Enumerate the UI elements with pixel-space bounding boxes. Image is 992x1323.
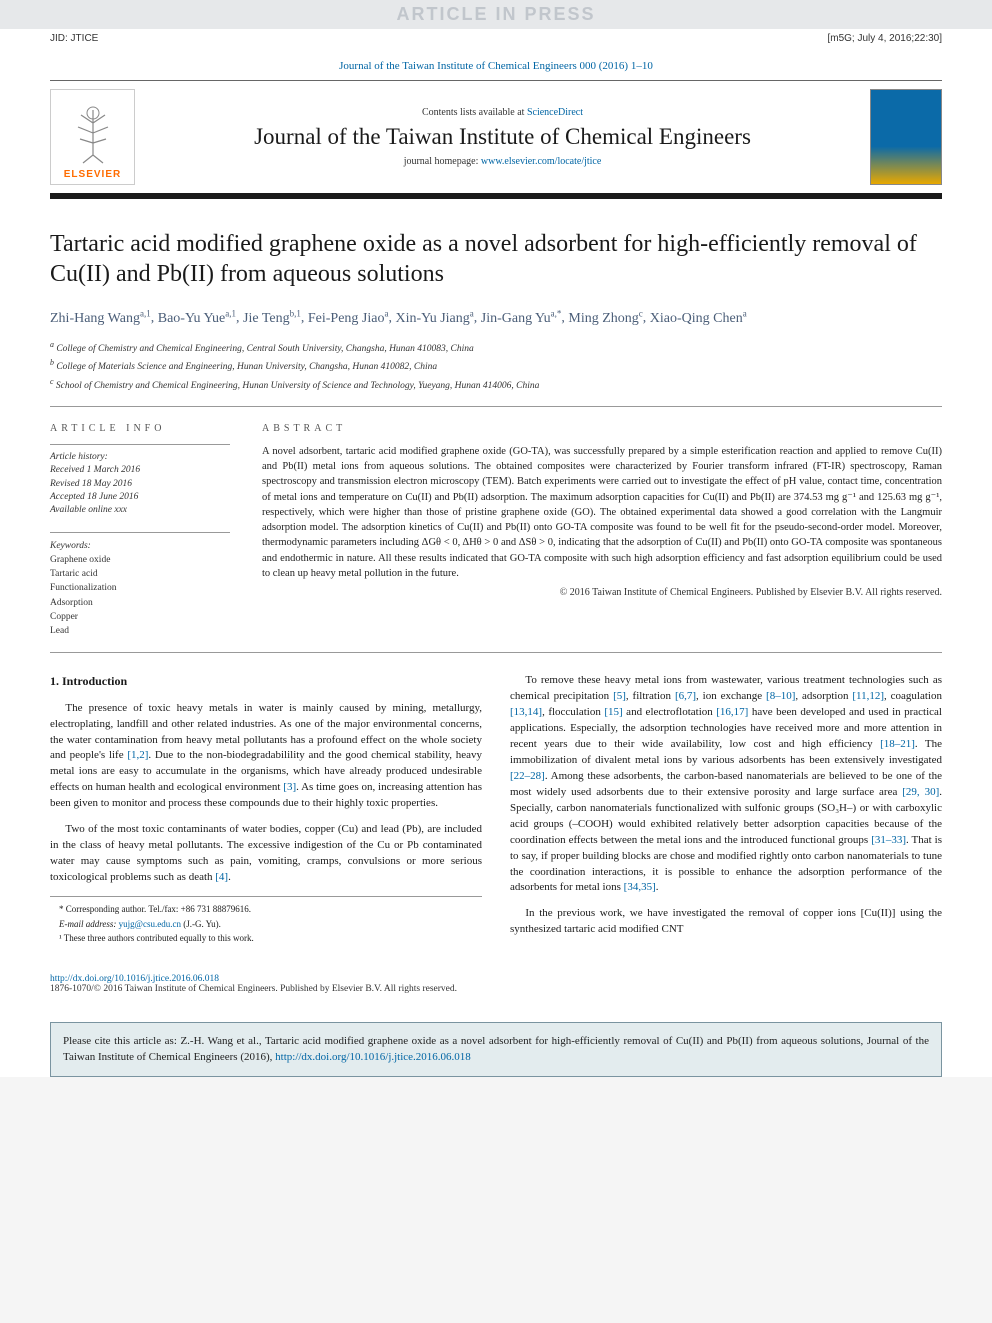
journal-cover-thumb[interactable] — [870, 89, 942, 185]
author-list: Zhi-Hang Wanga,1, Bao-Yu Yuea,1, Jie Ten… — [50, 307, 942, 329]
citation-doi-link[interactable]: http://dx.doi.org/10.1016/j.jtice.2016.0… — [275, 1051, 471, 1063]
keyword: Lead — [50, 624, 230, 638]
journal-title-masthead: Journal of the Taiwan Institute of Chemi… — [147, 124, 858, 150]
sciencedirect-link[interactable]: ScienceDirect — [527, 107, 583, 118]
jid-left: JID: JTICE — [50, 33, 98, 44]
page-footer: http://dx.doi.org/10.1016/j.jtice.2016.0… — [0, 964, 992, 1012]
keyword: Tartaric acid — [50, 567, 230, 581]
body-paragraph: To remove these heavy metal ions from wa… — [510, 673, 942, 896]
keywords-block: Keywords: Graphene oxide Tartaric acid F… — [50, 532, 230, 639]
journal-homepage-link[interactable]: www.elsevier.com/locate/jtice — [481, 156, 601, 167]
affiliation: a College of Chemistry and Chemical Engi… — [50, 339, 942, 356]
body-paragraph: Two of the most toxic contaminants of wa… — [50, 822, 482, 886]
citation-box: Please cite this article as: Z.-H. Wang … — [50, 1022, 942, 1077]
homepage-line: journal homepage: www.elsevier.com/locat… — [147, 156, 858, 167]
abstract-block: abstract A novel adsorbent, tartaric aci… — [262, 423, 942, 638]
author[interactable]: Zhi-Hang Wanga,1 — [50, 311, 151, 326]
keyword: Functionalization — [50, 581, 230, 595]
abstract-text: A novel adsorbent, tartaric acid modifie… — [262, 444, 942, 581]
intro-heading: 1. Introduction — [50, 673, 482, 690]
article-info-block: article info Article history: Received 1… — [50, 423, 230, 638]
article-title: Tartaric acid modified graphene oxide as… — [50, 229, 942, 289]
footnotes: * Corresponding author. Tel./fax: +86 73… — [50, 896, 482, 945]
affiliation: b College of Materials Science and Engin… — [50, 357, 942, 374]
affiliation: c School of Chemistry and Chemical Engin… — [50, 376, 942, 393]
masthead: ELSEVIER Contents lists available at Sci… — [50, 80, 942, 199]
author[interactable]: Xiao-Qing Chena — [650, 311, 747, 326]
author[interactable]: Xin-Yu Jianga — [395, 311, 473, 326]
body-paragraph: The presence of toxic heavy metals in wa… — [50, 701, 482, 813]
journal-ref[interactable]: Journal of the Taiwan Institute of Chemi… — [0, 48, 992, 80]
elsevier-logo[interactable]: ELSEVIER — [50, 89, 135, 185]
issn-copyright: 1876-1070/© 2016 Taiwan Institute of Che… — [50, 984, 942, 994]
email-note: E-mail address: yujg@csu.edu.cn (J.-G. Y… — [50, 918, 482, 931]
jid-right: [m5G; July 4, 2016;22:30] — [827, 33, 942, 44]
author[interactable]: Bao-Yu Yuea,1 — [158, 311, 236, 326]
body-text: 1. Introduction The presence of toxic he… — [50, 673, 942, 947]
elsevier-label: ELSEVIER — [64, 169, 121, 180]
author[interactable]: Ming Zhongc — [568, 311, 642, 326]
body-paragraph: In the previous work, we have investigat… — [510, 906, 942, 938]
author[interactable]: Jin-Gang Yua,* — [481, 311, 562, 326]
contents-available: Contents lists available at ScienceDirec… — [147, 107, 858, 118]
author[interactable]: Fei-Peng Jiaoa — [308, 311, 389, 326]
jid-row: JID: JTICE [m5G; July 4, 2016;22:30] — [0, 29, 992, 48]
keyword: Graphene oxide — [50, 553, 230, 567]
elsevier-tree-icon — [63, 105, 123, 165]
doi-link[interactable]: http://dx.doi.org/10.1016/j.jtice.2016.0… — [50, 974, 219, 984]
abstract-copyright: © 2016 Taiwan Institute of Chemical Engi… — [262, 587, 942, 598]
keyword: Copper — [50, 610, 230, 624]
abstract-label: abstract — [262, 423, 942, 434]
equal-contribution-note: ¹ These three authors contributed equall… — [50, 932, 482, 945]
author-email-link[interactable]: yujg@csu.edu.cn — [119, 919, 181, 929]
watermark-banner: ARTICLE IN PRESS — [0, 0, 992, 29]
article-info-label: article info — [50, 423, 230, 434]
corresponding-author-note: * Corresponding author. Tel./fax: +86 73… — [50, 903, 482, 916]
affiliations: a College of Chemistry and Chemical Engi… — [50, 339, 942, 407]
keyword: Adsorption — [50, 596, 230, 610]
author[interactable]: Jie Tengb,1 — [243, 311, 301, 326]
article-history: Article history: Received 1 March 2016 R… — [50, 444, 230, 517]
